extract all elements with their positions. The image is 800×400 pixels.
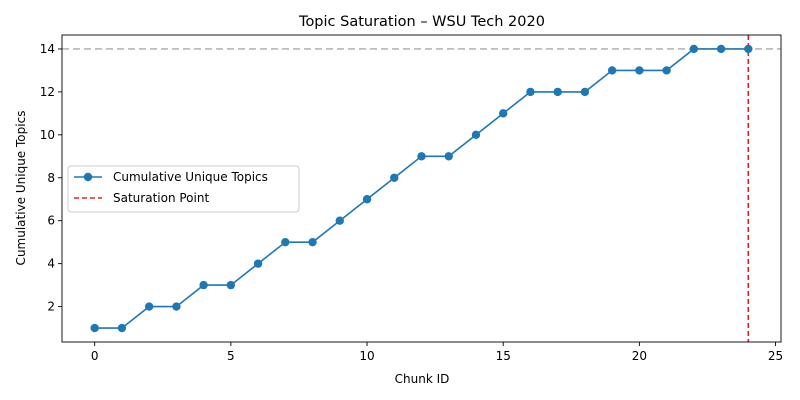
data-point [716,44,726,54]
y-tick-label: 12 [40,85,55,99]
x-tick-label: 0 [91,349,99,363]
data-point [499,109,508,118]
data-point [362,195,372,204]
data-point [117,323,127,333]
x-axis: 0 5 10 15 20 25 [91,342,783,363]
data-point [172,302,181,311]
x-tick-label: 25 [768,349,783,363]
y-tick-label: 8 [47,171,55,185]
chart-title: Topic Saturation – WSU Tech 2020 [298,14,545,30]
plot-area [62,35,781,342]
legend: Cumulative Unique Topics Saturation Poin… [67,165,300,213]
data-point [689,44,699,54]
data-point [580,87,590,97]
y-axis: 2 4 6 8 10 12 14 [40,42,62,314]
data-point [417,152,426,161]
data-point [444,152,453,161]
y-tick-label: 2 [47,300,55,314]
y-tick-label: 14 [40,42,55,56]
data-point [744,44,753,54]
data-point [635,66,644,75]
x-tick-label: 10 [359,349,374,363]
y-tick-label: 6 [47,214,55,228]
legend-label-series: Cumulative Unique Topics [113,170,268,184]
data-point [144,302,154,311]
x-tick-label: 5 [227,349,235,363]
data-point [526,87,535,97]
y-tick-label: 10 [40,128,55,142]
data-point [226,280,236,290]
legend-frame [67,165,300,213]
data-point [553,87,562,97]
data-point [471,130,481,140]
x-tick-label: 20 [632,349,647,363]
data-point [607,66,617,75]
y-tick-label: 4 [47,257,55,271]
x-axis-label: Chunk ID [395,372,450,386]
y-axis-label: Cumulative Unique Topics [14,111,28,266]
data-point [199,280,208,290]
data-point [390,173,399,182]
legend-marker-series [83,172,93,182]
data-point [662,66,671,75]
legend-label-saturation: Saturation Point [113,191,209,205]
x-tick-label: 15 [496,349,511,363]
plot-frame [61,34,782,343]
data-point [281,237,290,247]
data-point [308,237,317,247]
data-point [90,323,99,333]
data-point [253,259,263,268]
data-point [335,216,344,225]
